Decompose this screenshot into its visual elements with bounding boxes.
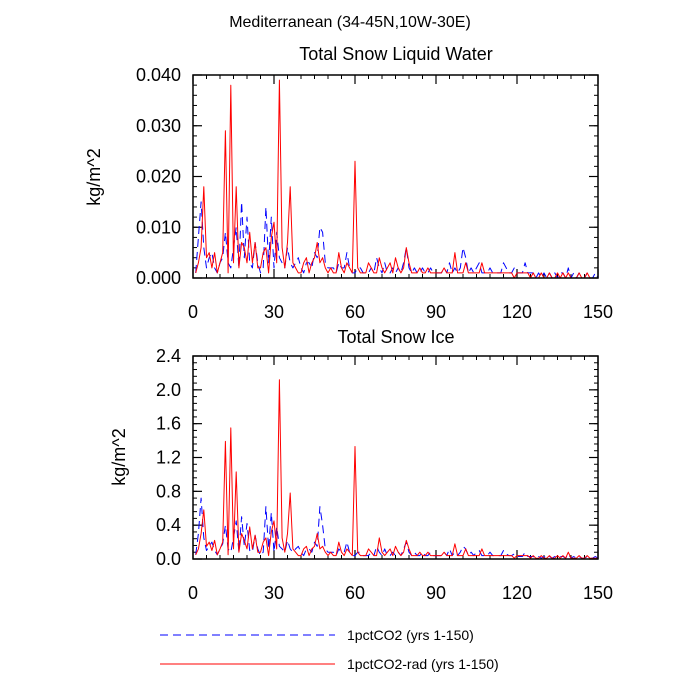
y-tick-label: 1.2 xyxy=(156,448,181,468)
series-line-1 xyxy=(195,379,598,559)
legend-label-1pctCO2-rad: 1pctCO2-rad (yrs 1-150) xyxy=(347,656,499,672)
legend: 1pctCO2 (yrs 1-150) 1pctCO2-rad (yrs 1-1… xyxy=(160,627,499,672)
plot-frame xyxy=(192,355,599,560)
x-tick-label: 60 xyxy=(345,302,365,322)
y-tick-label: 0.8 xyxy=(156,481,181,501)
x-tick-label: 90 xyxy=(426,583,446,603)
y-tick-label: 2.0 xyxy=(156,380,181,400)
panel-1-title: Total Snow Liquid Water xyxy=(299,44,492,64)
x-tick-label: 150 xyxy=(583,583,613,603)
panel-1-y-axis-label: kg/m^2 xyxy=(84,148,104,205)
series-line-0 xyxy=(195,201,599,279)
panel-2-title: Total Snow Ice xyxy=(337,327,454,347)
x-tick-label: 120 xyxy=(502,302,532,322)
panel-2-plot-area: 0 30 60 90 120 150 0.0 0.4 0.8 1.2 1.6 2.0 2.4 xyxy=(156,346,613,603)
panel-snow-liquid-water: Total Snow Liquid Water kg/m^2 0 30 60 90 12… xyxy=(84,44,613,322)
legend-label-1pctCO2: 1pctCO2 (yrs 1-150) xyxy=(347,627,474,643)
figure-supertitle: Mediterranean (34-45N,10W-30E) xyxy=(229,14,471,31)
y-tick-label: 2.4 xyxy=(156,346,181,366)
y-tick-label: 1.6 xyxy=(156,414,181,434)
x-tick-label: 0 xyxy=(188,583,198,603)
x-tick-label: 30 xyxy=(264,302,284,322)
y-tick-label: 0.040 xyxy=(136,65,181,85)
series-line-1 xyxy=(195,79,598,279)
x-tick-label: 90 xyxy=(426,302,446,322)
x-tick-label: 150 xyxy=(583,302,613,322)
plot-frame xyxy=(192,74,599,279)
x-tick-label: 60 xyxy=(345,583,365,603)
x-tick-label: 120 xyxy=(502,583,532,603)
y-tick-label: 0.0 xyxy=(156,549,181,569)
y-tick-label: 0.030 xyxy=(136,116,181,136)
x-tick-label: 30 xyxy=(264,583,284,603)
panel-snow-ice: Total Snow Ice kg/m^2 0 30 60 90 120 150 0.0 0.… xyxy=(109,327,613,603)
panel-1-plot-area: 0 30 60 90 120 150 0.000 0.010 0.020 0.030 0.040 xyxy=(136,65,613,322)
panel-2-y-axis-label: kg/m^2 xyxy=(109,428,129,485)
y-tick-label: 0.4 xyxy=(156,515,181,535)
y-tick-label: 0.020 xyxy=(136,167,181,187)
y-tick-label: 0.010 xyxy=(136,217,181,237)
y-tick-label: 0.000 xyxy=(136,268,181,288)
series-line-0 xyxy=(195,497,599,559)
x-tick-label: 0 xyxy=(188,302,198,322)
